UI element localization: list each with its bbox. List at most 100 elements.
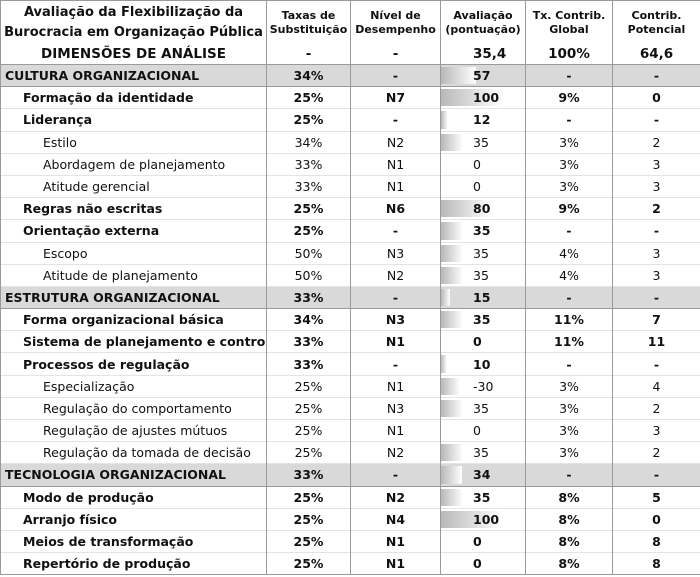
- potential-cell: -: [612, 108, 700, 132]
- contribution-rate-cell: 4%: [525, 264, 613, 287]
- rate-cell: 25%: [266, 375, 351, 398]
- row-label: Meios de transformação: [0, 530, 267, 553]
- score-value: 35: [473, 245, 489, 261]
- row-label: Estilo: [0, 131, 267, 154]
- score-cell: 0: [440, 330, 526, 353]
- potential-cell: 0: [612, 86, 700, 109]
- score-value: 80: [473, 201, 491, 217]
- table-row: Forma organizacional básica 34% N3 35 11% 7: [0, 308, 700, 331]
- table-row: Atitude de planejamento 50% N2 35 4% 3: [0, 264, 700, 287]
- rate-cell: 33%: [266, 286, 351, 309]
- table-row: Liderança 25% -12- -: [0, 108, 700, 132]
- data-bar: [441, 67, 477, 85]
- potential-cell: 3: [612, 242, 700, 265]
- row-label: Processos de regulação: [0, 352, 267, 376]
- score-cell: 15: [440, 286, 526, 309]
- contribution-rate-cell: 3%: [525, 175, 613, 198]
- level-cell: N1: [350, 552, 441, 575]
- row-label: Formação da identidade: [0, 86, 267, 109]
- contribution-rate-cell: 8%: [525, 530, 613, 553]
- potential-cell: -: [612, 64, 700, 87]
- level-cell: N3: [350, 308, 441, 331]
- data-bar: [441, 222, 463, 240]
- data-bar: [441, 444, 463, 462]
- score-cell: 35: [440, 397, 526, 420]
- score-value: 100: [473, 90, 500, 106]
- potential-cell: 7: [612, 308, 700, 331]
- rate-cell: 25%: [266, 397, 351, 420]
- score-value: 34: [473, 467, 491, 483]
- score-cell: 35: [440, 486, 526, 509]
- table-row: Sistema de planejamento e controle 33% N1 0…: [0, 330, 700, 353]
- rate-cell: 33%: [266, 330, 351, 353]
- potential-cell: 11: [612, 330, 700, 353]
- potential-cell: -: [612, 463, 700, 487]
- score-cell: 34: [440, 463, 526, 487]
- row-label: Especialização: [0, 375, 267, 398]
- potential-cell: 3: [612, 419, 700, 442]
- score-value: 35: [473, 134, 489, 150]
- score-cell: 0: [440, 175, 526, 198]
- score-value: 35: [473, 312, 491, 328]
- column-header: Avaliação da Flexibilização da Burocraci…: [0, 0, 267, 44]
- summary-cell: 64,6: [612, 44, 700, 65]
- level-cell: N6: [350, 197, 441, 220]
- row-label: Escopo: [0, 242, 267, 265]
- score-value: 0: [473, 334, 482, 350]
- level-cell: N3: [350, 242, 441, 265]
- level-cell: N1: [350, 153, 441, 176]
- table-row: Regulação de ajustes mútuos 25% N1 0 3% 3: [0, 419, 700, 442]
- table-row: Modo de produção 25% N2 35 8% 5: [0, 486, 700, 509]
- table-row: Atitude gerencial 33% N1 0 3% 3: [0, 175, 700, 198]
- potential-cell: -: [612, 286, 700, 309]
- contribution-rate-cell: 3%: [525, 131, 613, 154]
- level-cell: N4: [350, 508, 441, 531]
- contribution-rate-cell: 3%: [525, 397, 613, 420]
- level-cell: N1: [350, 175, 441, 198]
- score-cell: 10: [440, 352, 526, 376]
- data-bar: [441, 355, 448, 373]
- score-cell: 0: [440, 153, 526, 176]
- row-label: ESTRUTURA ORGANIZACIONAL: [0, 286, 267, 309]
- summary-cell: DIMENSÕES DE ANÁLISE: [0, 44, 267, 65]
- column-header: Tx. Contrib. Global: [525, 0, 613, 44]
- table-row: Regras não escritas 25% N6 80 9% 2: [0, 197, 700, 220]
- potential-cell: 5: [612, 486, 700, 509]
- rate-cell: 33%: [266, 352, 351, 376]
- table-row: Meios de transformação 25% N1 0 8% 8: [0, 530, 700, 553]
- contribution-rate-cell: 4%: [525, 242, 613, 265]
- score-cell: 100: [440, 86, 526, 109]
- potential-cell: 3: [612, 175, 700, 198]
- table-row: Repertório de produção 25% N1 0 8% 8: [0, 552, 700, 575]
- potential-cell: 2: [612, 131, 700, 154]
- data-bar: [441, 399, 463, 417]
- score-cell: 80: [440, 197, 526, 220]
- potential-cell: 2: [612, 197, 700, 220]
- row-label: Sistema de planejamento e controle: [0, 330, 267, 353]
- rate-cell: 25%: [266, 197, 351, 220]
- section-row: TECNOLOGIA ORGANIZACIONAL 33% -34- -: [0, 463, 700, 487]
- data-bar: [441, 200, 491, 218]
- score-cell: 0: [440, 530, 526, 553]
- level-cell: -: [350, 219, 441, 242]
- score-value: 12: [473, 112, 491, 128]
- contribution-rate-cell: -: [525, 463, 613, 487]
- score-cell: 57: [440, 64, 526, 87]
- row-label: CULTURA ORGANIZACIONAL: [0, 64, 267, 87]
- data-bar: [441, 311, 463, 329]
- rate-cell: 33%: [266, 463, 351, 487]
- table-row: Escopo 50% N3 35 4% 3: [0, 242, 700, 265]
- level-cell: N2: [350, 264, 441, 287]
- score-cell: -30: [440, 375, 526, 398]
- score-value: 0: [473, 556, 482, 572]
- contribution-rate-cell: 9%: [525, 86, 613, 109]
- score-cell: 0: [440, 552, 526, 575]
- score-cell: 35: [440, 264, 526, 287]
- row-label: Regulação da tomada de decisão: [0, 441, 267, 464]
- summary-cell: -: [266, 44, 351, 65]
- potential-cell: -: [612, 352, 700, 376]
- data-bar: [441, 488, 463, 506]
- score-value: 35: [473, 400, 489, 416]
